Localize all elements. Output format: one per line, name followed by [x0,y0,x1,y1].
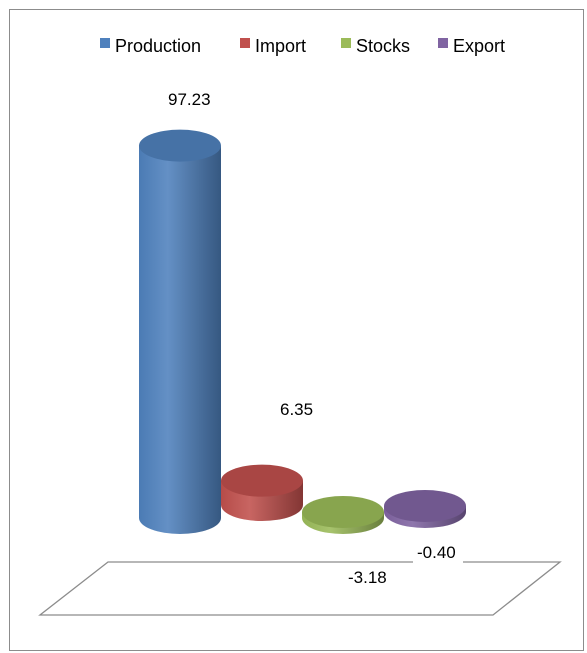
legend-label-export: Export [453,36,505,56]
data-labels-group: 97.23 6.35 -3.18 -0.40 [168,90,463,589]
legend-item-import: Import [240,36,306,56]
bar-top-export [384,490,466,522]
legend: Production Import Stocks Export [100,36,505,56]
legend-label-production: Production [115,36,201,56]
legend-label-import: Import [255,36,306,56]
data-label-stocks: -3.18 [348,568,387,587]
bar-top-import [221,464,303,497]
legend-item-export: Export [438,36,505,56]
legend-swatch-stocks [341,38,351,48]
bars-group [139,129,466,534]
legend-item-stocks: Stocks [341,36,410,56]
bar-import [221,464,303,521]
data-label-bg-export [413,542,463,564]
bar-top-stocks [302,496,384,528]
data-label-import: 6.35 [280,400,313,419]
bar-export [384,490,466,528]
legend-swatch-import [240,38,250,48]
data-label-export: -0.40 [417,543,456,562]
legend-item-production: Production [100,36,201,56]
bar-production [139,129,221,534]
chart-border [9,9,584,651]
chart-floor [38,561,562,616]
legend-swatch-export [438,38,448,48]
legend-swatch-production [100,38,110,48]
bar-stocks [302,496,384,534]
data-label-production: 97.23 [168,90,211,109]
bar-top-production [139,129,221,162]
data-label-bg-stocks [344,567,394,589]
bar-body-production [139,145,221,534]
legend-label-stocks: Stocks [356,36,410,56]
